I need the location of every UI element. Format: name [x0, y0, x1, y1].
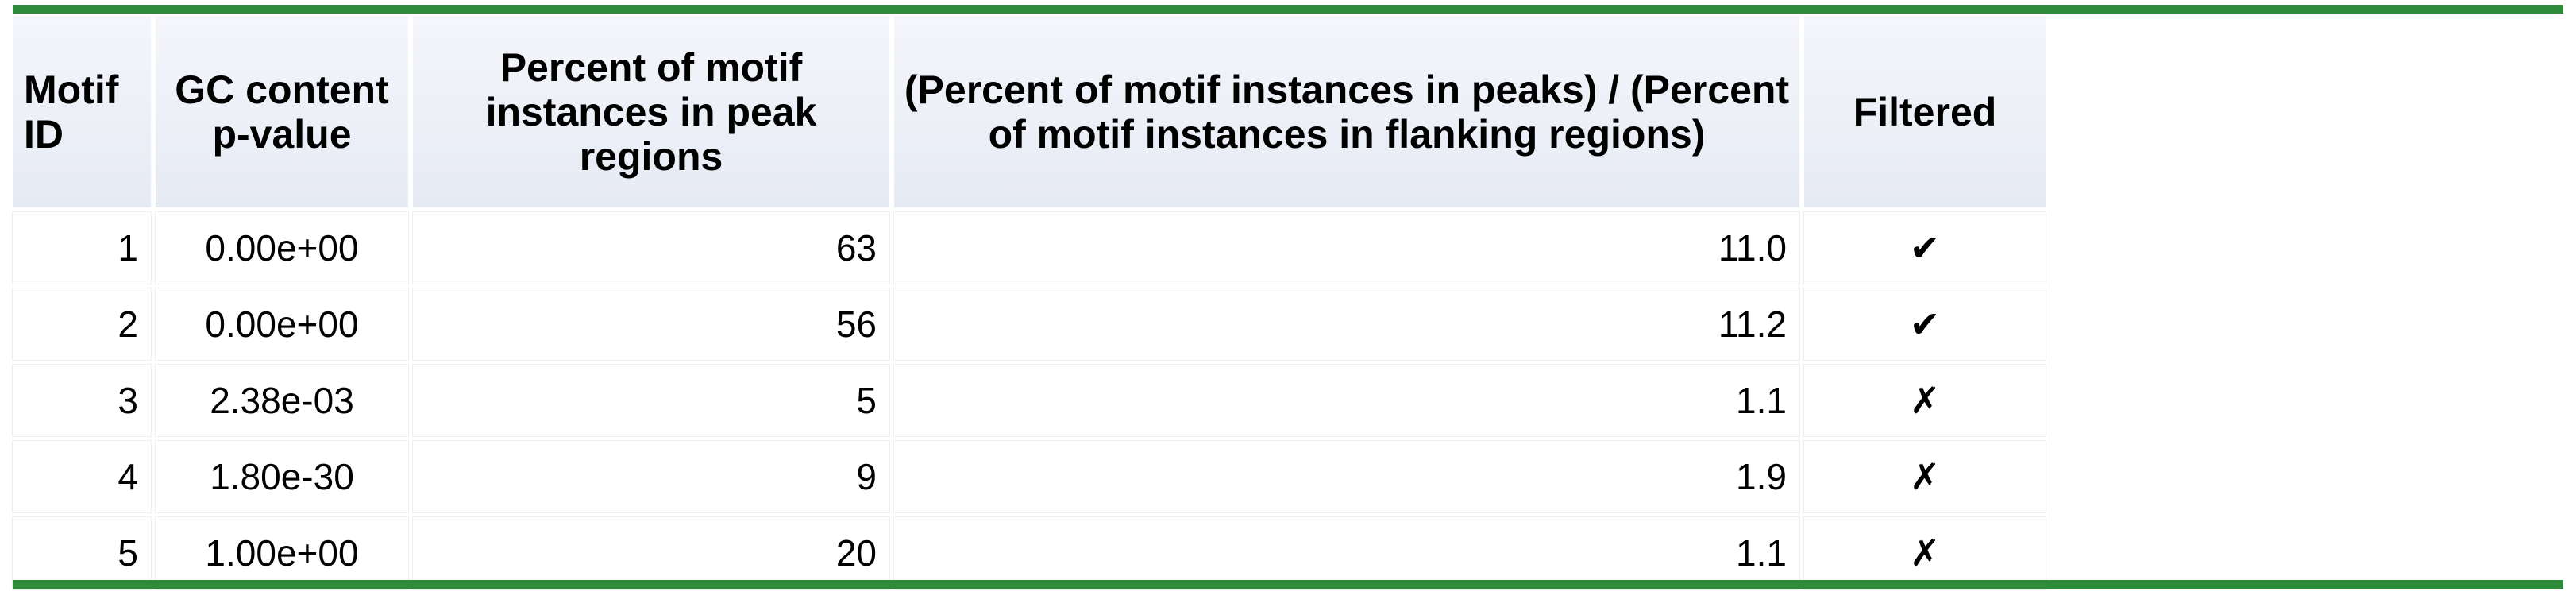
- cell-gc-pvalue: 0.00e+00: [156, 212, 408, 284]
- table-row: 2 0.00e+00 56 11.2 ✔: [13, 288, 2046, 360]
- top-rule: [13, 5, 2563, 14]
- cross-icon: ✗: [1804, 365, 2046, 436]
- cell-ratio: 1.1: [894, 517, 1799, 589]
- cell-percent-peak: 20: [413, 517, 889, 589]
- header-peak-flank-ratio[interactable]: (Percent of motif instances in peaks) / …: [894, 17, 1799, 207]
- cell-motif-id: 3: [13, 365, 151, 436]
- table-row: 5 1.00e+00 20 1.1 ✗: [13, 517, 2046, 589]
- table-header: Motif ID GC content p-value Percent of m…: [13, 17, 2046, 207]
- cell-gc-pvalue: 0.00e+00: [156, 288, 408, 360]
- cross-icon: ✗: [1804, 441, 2046, 512]
- header-filtered[interactable]: Filtered: [1804, 17, 2046, 207]
- cell-gc-pvalue: 1.80e-30: [156, 441, 408, 512]
- header-row: Motif ID GC content p-value Percent of m…: [13, 17, 2046, 207]
- cell-percent-peak: 5: [413, 365, 889, 436]
- table-row: 1 0.00e+00 63 11.0 ✔: [13, 212, 2046, 284]
- cell-percent-peak: 56: [413, 288, 889, 360]
- check-icon: ✔: [1804, 212, 2046, 284]
- header-gc-content-pvalue[interactable]: GC content p-value: [156, 17, 408, 207]
- cell-gc-pvalue: 2.38e-03: [156, 365, 408, 436]
- check-icon: ✔: [1804, 288, 2046, 360]
- cell-ratio: 1.9: [894, 441, 1799, 512]
- cell-motif-id: 1: [13, 212, 151, 284]
- cell-ratio: 11.2: [894, 288, 1799, 360]
- cell-ratio: 11.0: [894, 212, 1799, 284]
- cell-percent-peak: 9: [413, 441, 889, 512]
- table-row: 3 2.38e-03 5 1.1 ✗: [13, 365, 2046, 436]
- cell-motif-id: 5: [13, 517, 151, 589]
- cell-gc-pvalue: 1.00e+00: [156, 517, 408, 589]
- cross-icon: ✗: [1804, 517, 2046, 589]
- cell-motif-id: 4: [13, 441, 151, 512]
- motif-table: Motif ID GC content p-value Percent of m…: [8, 12, 2050, 593]
- cell-motif-id: 2: [13, 288, 151, 360]
- cell-ratio: 1.1: [894, 365, 1799, 436]
- table-row: 4 1.80e-30 9 1.9 ✗: [13, 441, 2046, 512]
- table-body: 1 0.00e+00 63 11.0 ✔ 2 0.00e+00 56 11.2 …: [13, 212, 2046, 589]
- cell-percent-peak: 63: [413, 212, 889, 284]
- bottom-rule: [13, 580, 2563, 589]
- header-percent-peak-regions[interactable]: Percent of motif instances in peak regio…: [413, 17, 889, 207]
- header-motif-id[interactable]: Motif ID: [13, 17, 151, 207]
